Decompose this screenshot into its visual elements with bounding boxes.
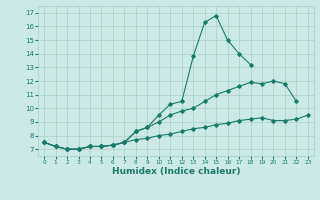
X-axis label: Humidex (Indice chaleur): Humidex (Indice chaleur) (112, 167, 240, 176)
